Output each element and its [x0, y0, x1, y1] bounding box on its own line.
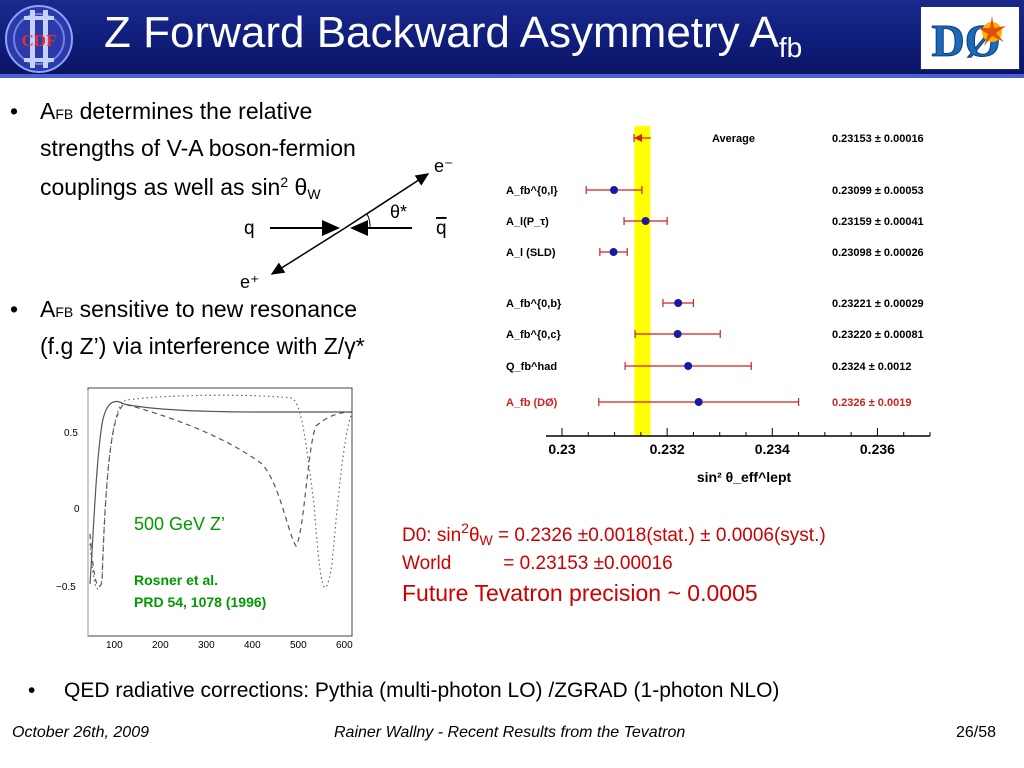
y-tick-minus-0.5: −0.5	[56, 582, 76, 593]
bullet-1-line-2: strengths of V-A boson-fermion	[40, 135, 356, 161]
x-axis-label: sin² θ_eff^lept	[697, 469, 792, 485]
bullet-2-line-2: (f.g Z’) via interference with Z/γ*	[40, 333, 365, 359]
future-precision-line: Future Tevatron precision ~ 0.0005	[402, 580, 758, 606]
cdf-logo-text: CDF	[22, 31, 57, 50]
bullet-dot: •	[28, 679, 36, 702]
data-point	[610, 186, 619, 194]
x-tick-500: 500	[290, 640, 307, 651]
cdf-logo: CDF	[5, 5, 73, 73]
reference-author: Rosner et al.	[134, 572, 219, 588]
row-value: 0.23221 ± 0.00029	[832, 298, 924, 310]
row-value: 0.23153 ± 0.00016	[832, 133, 924, 145]
x-tick-200: 200	[152, 640, 169, 651]
world-result-line: World = 0.23153 ±0.00016	[402, 553, 673, 574]
x-tick-600: 600	[336, 640, 353, 651]
zprime-mass-label: 500 GeV Z’	[134, 514, 226, 534]
footer-date: October 26th, 2009	[12, 724, 149, 741]
d0-logo: DØ	[920, 6, 1020, 70]
row-label: A_fb^{0,b}	[506, 298, 562, 310]
x-tick-label: 0.234	[755, 441, 790, 457]
sin2theta-chart: Average 0.23153 ± 0.00016 A_fb^{0,l} 0.2309…	[506, 126, 931, 485]
data-point	[673, 330, 682, 338]
zprime-afb-plot: 0.5 0 −0.5 100 200 300 400 500 600	[56, 387, 353, 651]
positron-arrow	[270, 227, 346, 275]
bullet-afb-sensitive: • AFB sensitive to new resonance (f.g Z’…	[10, 292, 365, 363]
theta-label: θ*	[390, 202, 407, 222]
x-tick-label: 0.236	[860, 441, 895, 457]
footer-page-number: 26/58	[956, 724, 997, 741]
theta-arc	[366, 213, 371, 229]
electron-label: e⁻	[434, 156, 454, 176]
bullet-2-line-1: AFB sensitive to new resonance	[40, 296, 358, 322]
bullet-3-text: QED radiative corrections: Pythia (multi…	[64, 679, 780, 702]
bullet-1-line-3: couplings as well as sin2 θW	[40, 174, 321, 202]
data-point	[694, 398, 703, 406]
electron-arrow	[344, 173, 430, 229]
row-label: Q_fb^had	[506, 361, 557, 373]
average-arrow	[634, 134, 643, 142]
title-underline	[0, 74, 1024, 78]
row-label: Average	[712, 133, 755, 145]
page-title: Z Forward Backward Asymmetry Afb	[104, 8, 803, 63]
data-point	[674, 299, 683, 307]
bullet-1-line-1: AFB determines the relative	[40, 98, 313, 124]
scattering-diagram: q q e⁻ e⁺ θ*	[240, 156, 454, 290]
zprime-plot-frame	[87, 387, 353, 637]
qbar-label: q	[436, 218, 447, 239]
zprime-dotted-curve	[89, 394, 353, 590]
row-label: A_fb^{0,l}	[506, 185, 558, 197]
row-label: A_l(P_τ)	[506, 216, 549, 228]
row-value: 0.23159 ± 0.00041	[832, 216, 924, 228]
row-label: A_fb (DØ)	[506, 397, 558, 409]
y-tick-0.5: 0.5	[64, 428, 78, 439]
x-tick-label: 0.232	[650, 441, 685, 457]
row-label: A_fb^{0,c}	[506, 329, 561, 341]
row-value: 0.23220 ± 0.00081	[832, 329, 924, 341]
footer-presenter: Rainer Wallny - Recent Results from the …	[334, 724, 686, 741]
bullet-qed-corrections: • QED radiative corrections: Pythia (mul…	[28, 676, 780, 706]
data-point	[609, 248, 618, 256]
row-value: 0.23098 ± 0.00026	[832, 247, 924, 259]
zprime-dashed-curve	[89, 403, 353, 588]
data-point	[684, 362, 693, 370]
reference-journal: PRD 54, 1078 (1996)	[134, 594, 267, 610]
d0-result-block: D0: sin2θW = 0.2326 ±0.0018(stat.) ± 0.0…	[402, 516, 826, 610]
y-tick-0: 0	[74, 504, 80, 515]
x-tick-300: 300	[198, 640, 215, 651]
positron-label: e⁺	[240, 272, 260, 290]
row-label: A_l (SLD)	[506, 247, 556, 259]
bullet-afb-determines: • AFB determines the relative strengths …	[10, 94, 356, 211]
x-tick-100: 100	[106, 640, 123, 651]
row-value: 0.2326 ± 0.0019	[832, 397, 911, 409]
x-tick-400: 400	[244, 640, 261, 651]
row-value: 0.2324 ± 0.0012	[832, 361, 911, 373]
data-point	[641, 217, 650, 225]
title-bar: CDF Z Forward Backward Asymmetry Afb DØ	[0, 0, 1024, 78]
average-band	[634, 126, 651, 436]
row-value: 0.23099 ± 0.00053	[832, 185, 924, 197]
x-tick-label: 0.23	[548, 441, 575, 457]
d0-result-line: D0: sin2θW = 0.2326 ±0.0018(stat.) ± 0.0…	[402, 520, 826, 548]
zprime-solid-curve	[89, 400, 352, 585]
bullet-dot: •	[10, 296, 19, 322]
q-label: q	[244, 218, 255, 239]
bullet-dot: •	[10, 98, 19, 124]
